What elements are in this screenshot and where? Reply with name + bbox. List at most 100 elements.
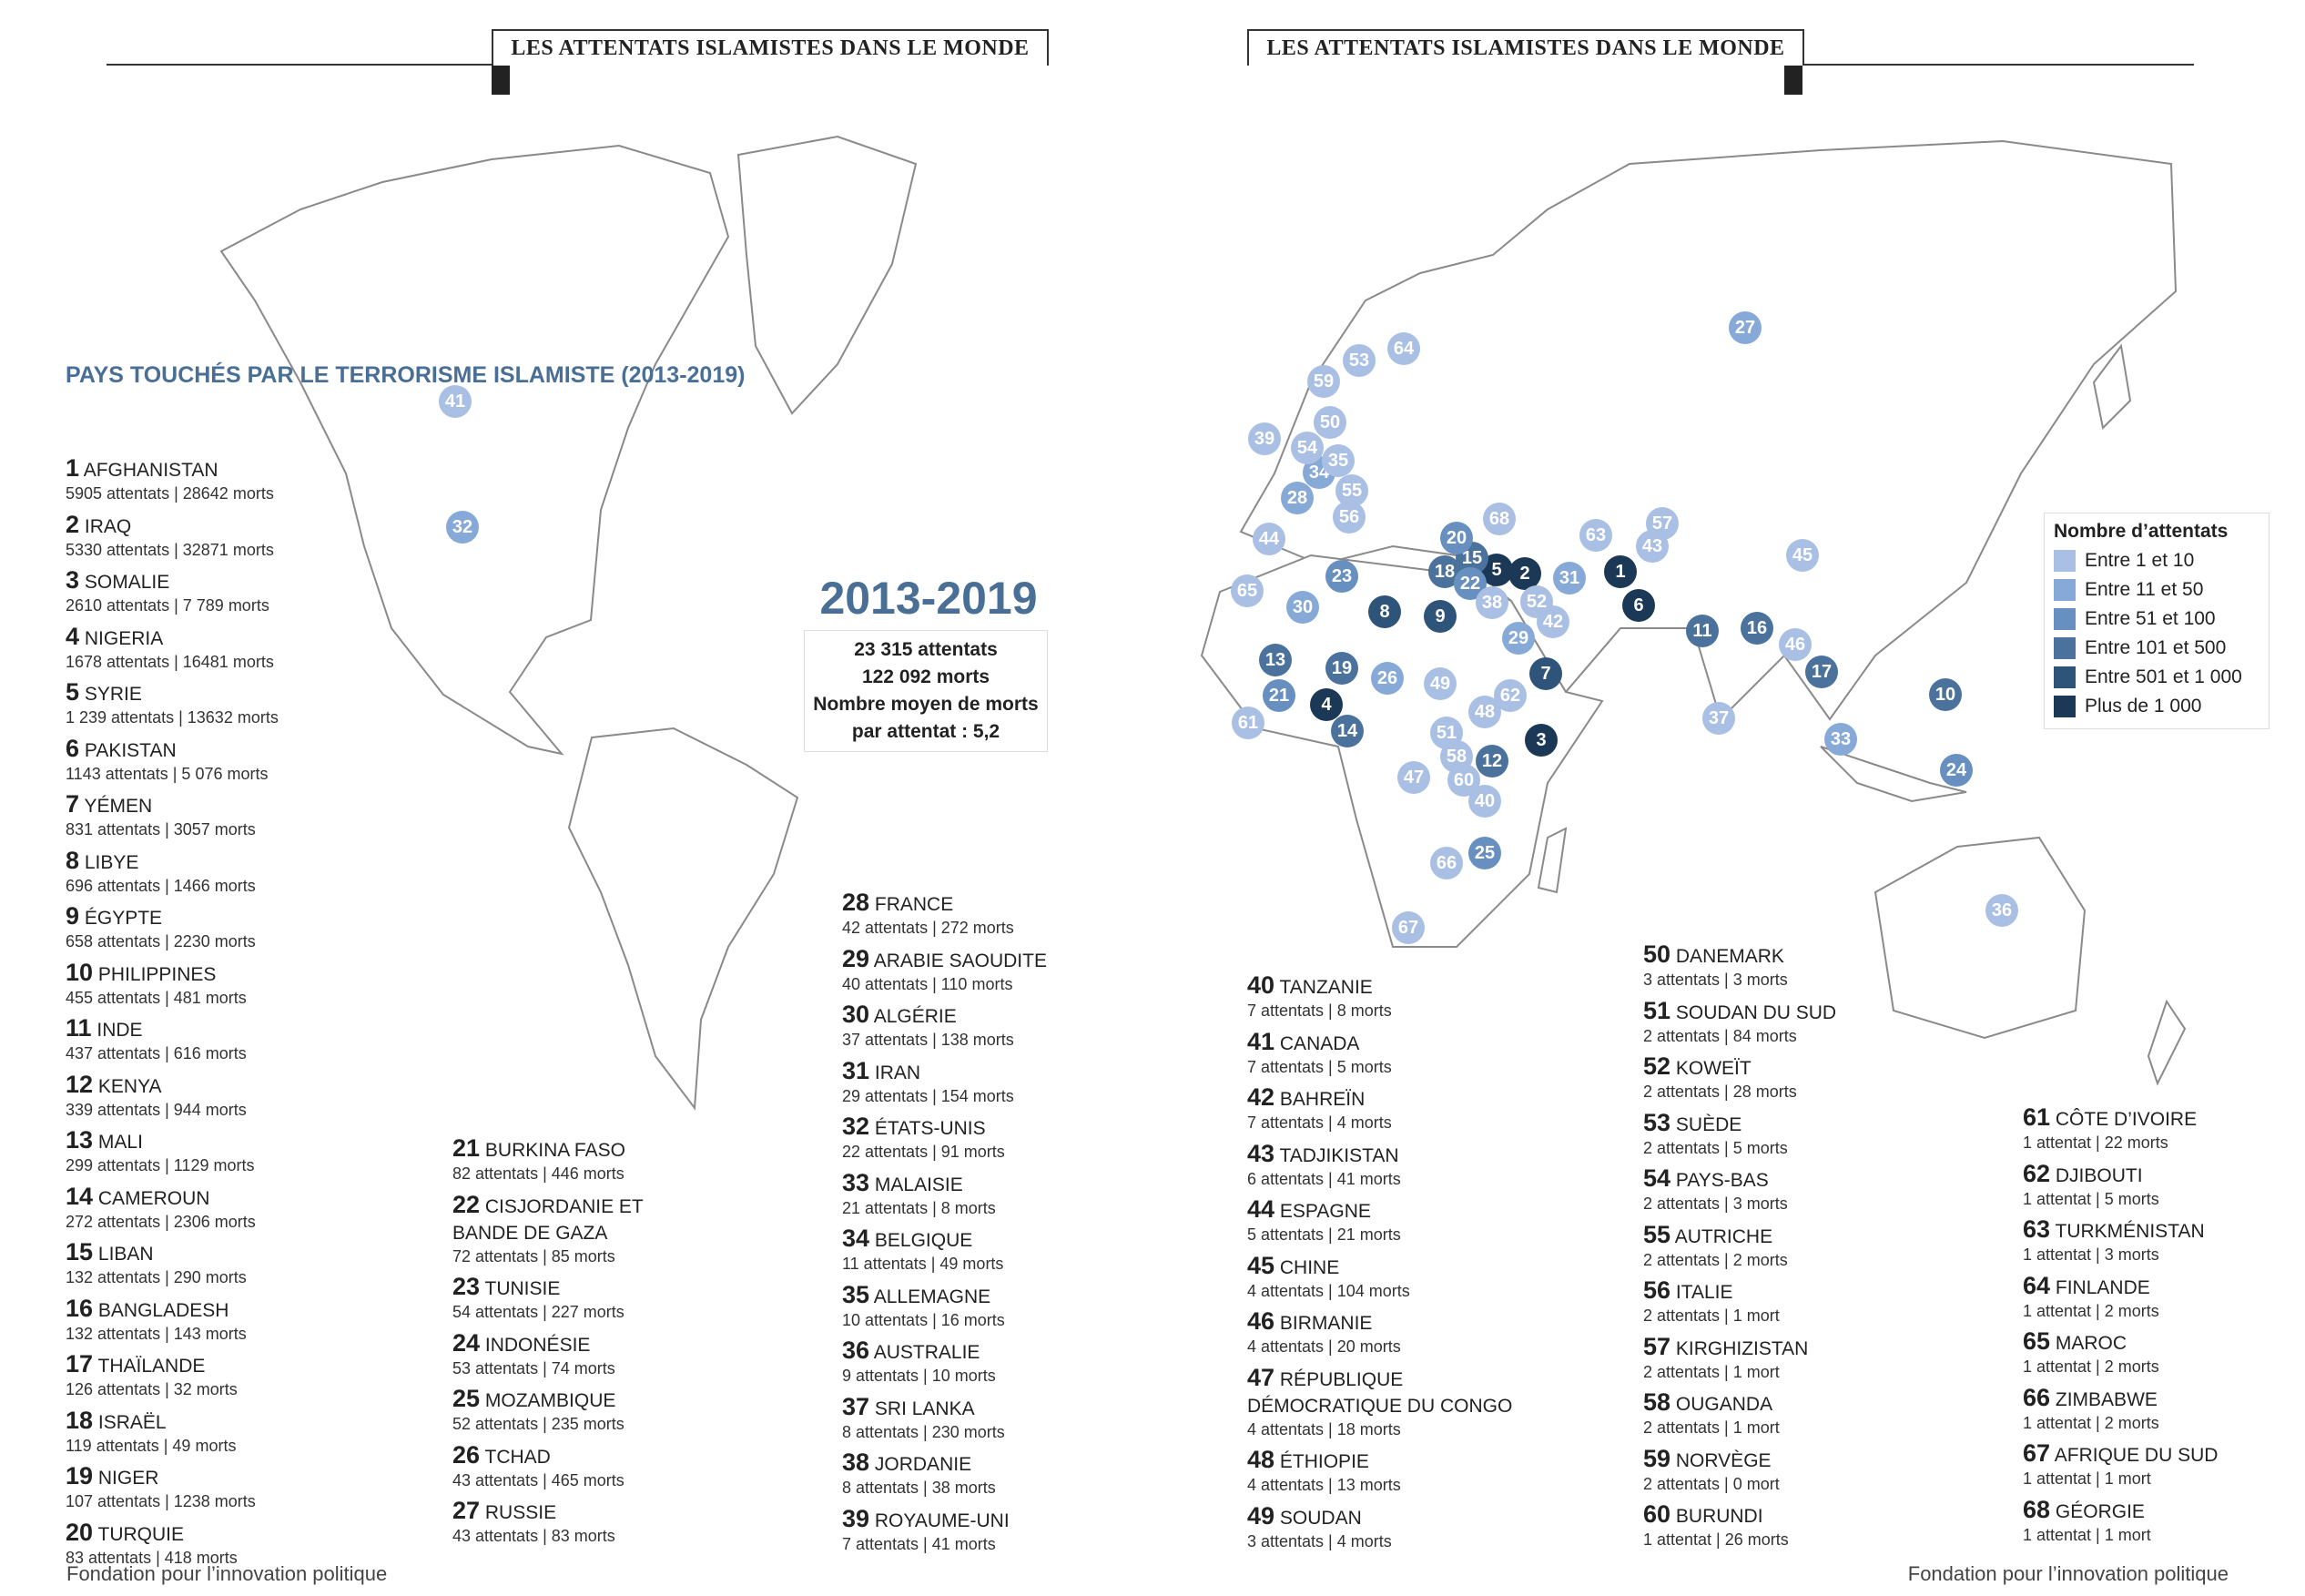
map-marker-49: 49 xyxy=(1424,667,1457,700)
country-stats: 1678 attentats | 16481 morts xyxy=(66,652,274,671)
country-stats: 2 attentats | 5 morts xyxy=(1643,1138,1788,1157)
country-item: 3 Somalie 2610 attentats | 7 789 morts xyxy=(66,567,448,615)
country-name: Pays-Bas xyxy=(1675,1170,1769,1191)
country-name-line: 25 Mozambique xyxy=(452,1386,671,1414)
total-attacks: 23 315 attentats xyxy=(854,639,998,660)
country-item: 31 Iran 29 attentats | 154 morts xyxy=(842,1056,1224,1106)
country-name-line: 45 Chine xyxy=(1247,1252,1548,1281)
country-stats: 2 attentats | 1 mort xyxy=(1643,1306,1780,1325)
country-name: Chine xyxy=(1279,1256,1340,1278)
country-rank: 51 xyxy=(1643,996,1671,1024)
map-marker-14: 14 xyxy=(1331,715,1364,747)
legend-item: Entre 51 et 100 xyxy=(2054,605,2259,634)
country-rank: 27 xyxy=(452,1497,481,1524)
map-marker-6: 6 xyxy=(1622,589,1655,622)
country-rank: 31 xyxy=(842,1056,870,1084)
country-name-line: 5 Syrie xyxy=(66,679,448,707)
country-name-line: 67 Afrique du Sud xyxy=(2023,1440,2305,1469)
country-item: 37 Sri Lanka 8 attentats | 230 morts xyxy=(842,1393,1224,1442)
map-marker-37: 37 xyxy=(1702,702,1735,735)
country-rank: 32 xyxy=(842,1113,870,1140)
country-rank: 22 xyxy=(452,1190,481,1218)
map-marker-9: 9 xyxy=(1424,600,1457,633)
country-column-6: 61 Côte d’Ivoire 1 attentat | 22 morts 62 … xyxy=(2023,1104,2305,1552)
country-rank: 46 xyxy=(1247,1307,1275,1335)
country-stats: 1 attentat | 1 mort xyxy=(2023,1469,2151,1488)
country-item: 30 Algérie 37 attentats | 138 morts xyxy=(842,1001,1224,1050)
australia xyxy=(1873,836,2087,1040)
country-item: 1 Afghanistan 5905 attentats | 28642 mort… xyxy=(66,455,448,503)
country-name-line: 48 Éthiopie xyxy=(1247,1447,1548,1475)
country-item: 60 Burundi 1 attentat | 26 morts xyxy=(1643,1501,2026,1550)
country-item: 7 Yémen 831 attentats | 3057 morts xyxy=(66,791,448,839)
country-name: Turquie xyxy=(97,1523,185,1545)
country-stats: 5905 attentats | 28642 morts xyxy=(66,484,274,503)
map-marker-3: 3 xyxy=(1525,724,1558,757)
country-item: 25 Mozambique 52 attentats | 235 morts xyxy=(452,1386,671,1434)
footer-left: Fondation pour l’innovation politique xyxy=(66,1562,388,1585)
country-stats: 9 attentats | 10 morts xyxy=(842,1367,996,1385)
country-stats: 658 attentats | 2230 morts xyxy=(66,932,256,950)
japan xyxy=(2092,343,2132,431)
country-stats: 3 attentats | 3 morts xyxy=(1643,971,1788,989)
country-name-line: 62 Djibouti xyxy=(2023,1160,2305,1189)
country-item: 51 Soudan du Sud 2 attentats | 84 morts xyxy=(1643,996,2026,1046)
country-name: Mali xyxy=(97,1132,143,1153)
country-rank: 5 xyxy=(66,678,80,706)
country-item: 34 Belgique 11 attentats | 49 morts xyxy=(842,1225,1224,1274)
country-item: 21 Burkina Faso 82 attentats | 446 morts xyxy=(452,1135,671,1184)
country-stats: 1 attentat | 3 morts xyxy=(2023,1245,2159,1264)
country-name-line: 9 Égypte xyxy=(66,903,448,931)
country-name-line: 42 Bahreïn xyxy=(1247,1084,1548,1113)
country-name-line: 28 France xyxy=(842,889,1224,918)
country-name-line: 22 Cisjordanie et bande de Gaza xyxy=(452,1190,671,1246)
country-item: 12 Kenya 339 attentats | 944 morts xyxy=(66,1070,448,1120)
country-name: Allemagne xyxy=(873,1286,991,1307)
country-name: Géorgie xyxy=(2055,1500,2145,1522)
country-name-line: 8 Libye xyxy=(66,847,448,876)
country-item: 50 Danemark 3 attentats | 3 morts xyxy=(1643,941,2026,990)
country-name: Côte d’Ivoire xyxy=(2055,1109,2198,1130)
legend-label: Entre 1 et 10 xyxy=(2085,550,2195,571)
country-name-line: 17 Thaïlande xyxy=(66,1351,448,1379)
legend-label: Entre 101 et 500 xyxy=(2085,637,2227,658)
country-stats: 2 attentats | 1 mort xyxy=(1643,1362,1780,1381)
map-marker-17: 17 xyxy=(1805,656,1838,688)
country-item: 67 Afrique du Sud 1 attentat | 1 mort xyxy=(2023,1440,2305,1489)
map-marker-38: 38 xyxy=(1476,586,1508,619)
country-name-line: 24 Indonésie xyxy=(452,1329,671,1358)
country-item: 8 Libye 696 attentats | 1466 morts xyxy=(66,847,448,896)
country-name-line: 53 Suède xyxy=(1643,1109,2026,1138)
country-stats: 43 attentats | 83 morts xyxy=(452,1527,615,1545)
country-rank: 39 xyxy=(842,1504,870,1532)
country-stats: 339 attentats | 944 morts xyxy=(66,1100,247,1119)
country-stats: 2 attentats | 2 morts xyxy=(1643,1250,1788,1269)
country-name: Iraq xyxy=(84,515,132,537)
country-stats: 3 attentats | 4 morts xyxy=(1247,1531,1392,1550)
map-marker-45: 45 xyxy=(1786,539,1819,572)
country-rank: 65 xyxy=(2023,1327,2051,1355)
country-name: Syrie xyxy=(84,684,142,705)
country-item: 6 Pakistan 1143 attentats | 5 076 morts xyxy=(66,735,448,784)
country-name: Égypte xyxy=(84,908,163,929)
map-marker-1: 1 xyxy=(1604,555,1637,588)
country-item: 42 Bahreïn 7 attentats | 4 morts xyxy=(1247,1084,1548,1133)
country-stats: 10 attentats | 16 morts xyxy=(842,1310,1005,1329)
legend-item: Plus de 1 000 xyxy=(2054,692,2259,721)
country-rank: 56 xyxy=(1643,1276,1671,1304)
country-name: Sri Lanka xyxy=(874,1398,975,1419)
country-name-line: 32 États-Unis xyxy=(842,1113,1224,1142)
indonesia xyxy=(1820,746,1967,803)
country-item: 33 Malaisie 21 attentats | 8 morts xyxy=(842,1169,1224,1218)
country-name: Iran xyxy=(874,1062,921,1083)
country-stats: 2 attentats | 3 morts xyxy=(1643,1194,1788,1213)
country-rank: 12 xyxy=(66,1070,94,1098)
country-name: Niger xyxy=(97,1468,159,1489)
country-item: 61 Côte d’Ivoire 1 attentat | 22 morts xyxy=(2023,1104,2305,1153)
country-rank: 11 xyxy=(66,1014,92,1042)
country-stats: 696 attentats | 1466 morts xyxy=(66,876,256,895)
country-name: Birmanie xyxy=(1279,1313,1373,1334)
country-name: Espagne xyxy=(1279,1201,1371,1222)
greenland xyxy=(736,135,918,415)
country-column-2: 21 Burkina Faso 82 attentats | 446 morts 2… xyxy=(452,1135,671,1554)
